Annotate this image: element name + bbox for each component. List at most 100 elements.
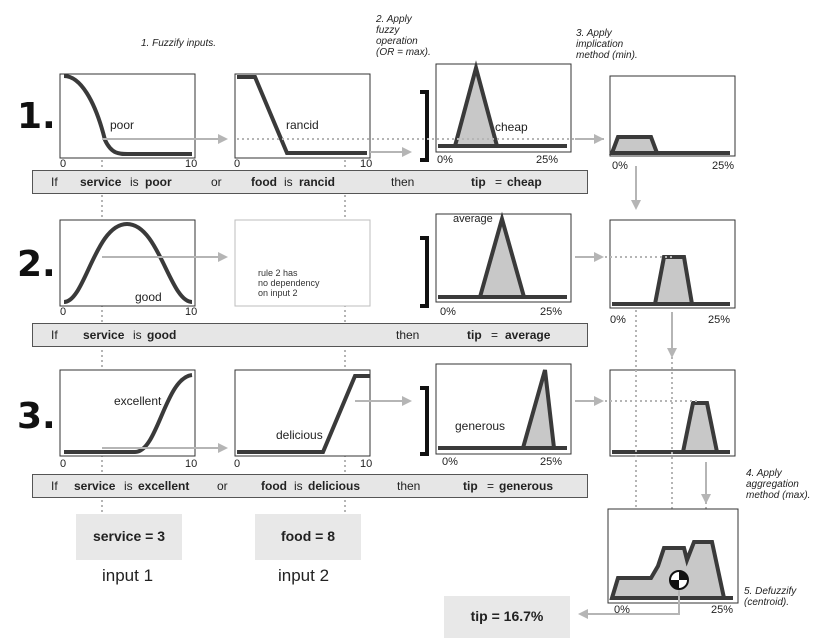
aggregation-fill [609, 540, 727, 600]
step5-line: (centroid). [744, 597, 790, 608]
tick-impl1-zero: 0% [612, 160, 628, 172]
tick-agg-max: 25% [711, 604, 734, 616]
tick-food3-ten: 10 [360, 458, 373, 470]
tick-service2-zero: 0 [60, 306, 67, 318]
step2-line: (OR = max). [376, 47, 431, 58]
step5-caption: 5. Defuzzify (centroid). [744, 586, 796, 608]
rule2-output: tip [467, 328, 482, 342]
rule3-input1: service [74, 479, 116, 493]
tip-value: tip = 16.7% [470, 608, 544, 624]
step3-line: method (min). [576, 50, 638, 61]
step2-caption: 2. Apply fuzzy operation (OR = max). [376, 14, 431, 58]
tick-generous-max: 25% [540, 456, 563, 468]
no-dependency-line: no dependency [258, 278, 320, 288]
tick-food1-ten: 10 [360, 158, 373, 170]
rule2-is1: is [133, 328, 142, 342]
defuzzify-arrow [578, 590, 680, 619]
food-rancid-plot [234, 73, 371, 159]
step3-line: implication [576, 39, 624, 50]
rule2-mfo: average [505, 328, 551, 342]
tick-impl2-max: 25% [708, 314, 731, 326]
implication-fill-1 [609, 135, 660, 155]
rule-number-1: 1. [17, 96, 56, 137]
tick-service3-ten: 10 [185, 458, 198, 470]
tick-service2-ten: 10 [185, 306, 198, 318]
food-input-box: food = 8 [255, 514, 361, 560]
operation-bracket-3 [420, 386, 429, 456]
rule-number-3: 3. [17, 396, 56, 437]
food-value: food = 8 [280, 528, 336, 544]
tick-cheap-zero: 0% [437, 154, 453, 166]
rule3-mf2: delicious [308, 479, 361, 493]
input1-caption: input 1 [102, 566, 154, 585]
rule-2-bar: If service is good then tip = average [32, 323, 588, 347]
food-delicious-curve [237, 374, 370, 454]
service-good-plot [59, 219, 196, 307]
rule1-input1: service [80, 175, 122, 189]
rule1-mf2: rancid [299, 175, 336, 189]
tick-cheap-max: 25% [536, 154, 559, 166]
centroid-marker-icon [669, 570, 689, 590]
rule1-eq: = [495, 175, 503, 189]
rule1-input2: food [251, 175, 277, 189]
rule1-is2: is [284, 175, 293, 189]
rule-number-2: 2. [17, 244, 56, 285]
no-dependency-note: rule 2 has no dependency on input 2 [258, 268, 320, 298]
tick-impl1-max: 25% [712, 160, 735, 172]
rule3-is1: is [124, 479, 133, 493]
step4-caption: 4. Apply aggregation method (max). [746, 468, 810, 501]
rule3-is2: is [294, 479, 303, 493]
tick-impl2-zero: 0% [610, 314, 626, 326]
step3-caption: 3. Apply implication method (min). [576, 28, 638, 61]
poor-label: poor [110, 118, 135, 132]
service-excellent-plot [59, 369, 196, 457]
delicious-label: delicious [276, 428, 323, 442]
rule-3-bar: If service is excellent or food is delic… [32, 474, 588, 498]
step2-line: operation [376, 36, 418, 47]
rule3-then: then [397, 479, 421, 493]
tick-food3-zero: 0 [234, 458, 241, 470]
rule3-input2: food [261, 479, 287, 493]
rule2-mf1: good [147, 328, 177, 342]
rule1-mf1: poor [145, 175, 172, 189]
food-rancid-curve [237, 75, 367, 155]
tick-service1-ten: 10 [185, 158, 198, 170]
cheap-label: cheap [495, 120, 528, 134]
step4-line: aggregation [746, 479, 799, 490]
rule2-then: then [396, 328, 420, 342]
operation-bracket-1 [420, 90, 429, 162]
tick-average-max: 25% [540, 306, 563, 318]
rule1-op: or [211, 175, 222, 189]
rule3-if: If [51, 479, 58, 493]
tick-food1-zero: 0 [234, 158, 241, 170]
rule1-output: tip [471, 175, 486, 189]
rule1-then: then [391, 175, 415, 189]
step3-line: 3. Apply [576, 28, 612, 39]
service-input-box: service = 3 [76, 514, 182, 560]
tick-service3-zero: 0 [60, 458, 67, 470]
rule1-is1: is [130, 175, 139, 189]
rule-1-bar: If service is poor or food is rancid the… [32, 170, 588, 194]
excellent-label: excellent [114, 394, 162, 408]
step5-line: 5. Defuzzify [744, 586, 797, 597]
tick-average-zero: 0% [440, 306, 456, 318]
input2-caption: input 2 [278, 566, 330, 585]
rule2-if: If [51, 328, 58, 342]
service-excellent-curve [64, 373, 193, 454]
step2-line: fuzzy [376, 25, 400, 36]
rule2-eq: = [491, 328, 499, 342]
rancid-label: rancid [286, 118, 319, 132]
tip-output-box: tip = 16.7% [444, 596, 570, 638]
step4-line: 4. Apply [746, 468, 782, 479]
rule3-mf1: excellent [138, 479, 190, 493]
service-value: service = 3 [92, 528, 165, 544]
rule3-output: tip [463, 479, 478, 493]
no-dependency-line: on input 2 [258, 288, 298, 298]
no-dependency-plot [234, 219, 371, 307]
rule1-mfo: cheap [507, 175, 542, 189]
step1-caption: 1. Fuzzify inputs. [141, 38, 217, 49]
food-delicious-plot [234, 369, 371, 457]
step2-line: 2. Apply [376, 14, 412, 25]
step4-line: method (max). [746, 490, 811, 501]
rule1-if: If [51, 175, 58, 189]
